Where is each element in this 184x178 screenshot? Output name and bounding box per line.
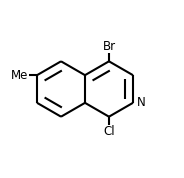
- Text: Cl: Cl: [103, 125, 115, 138]
- Text: Br: Br: [102, 40, 116, 53]
- Text: Me: Me: [11, 69, 28, 82]
- Text: N: N: [137, 96, 146, 109]
